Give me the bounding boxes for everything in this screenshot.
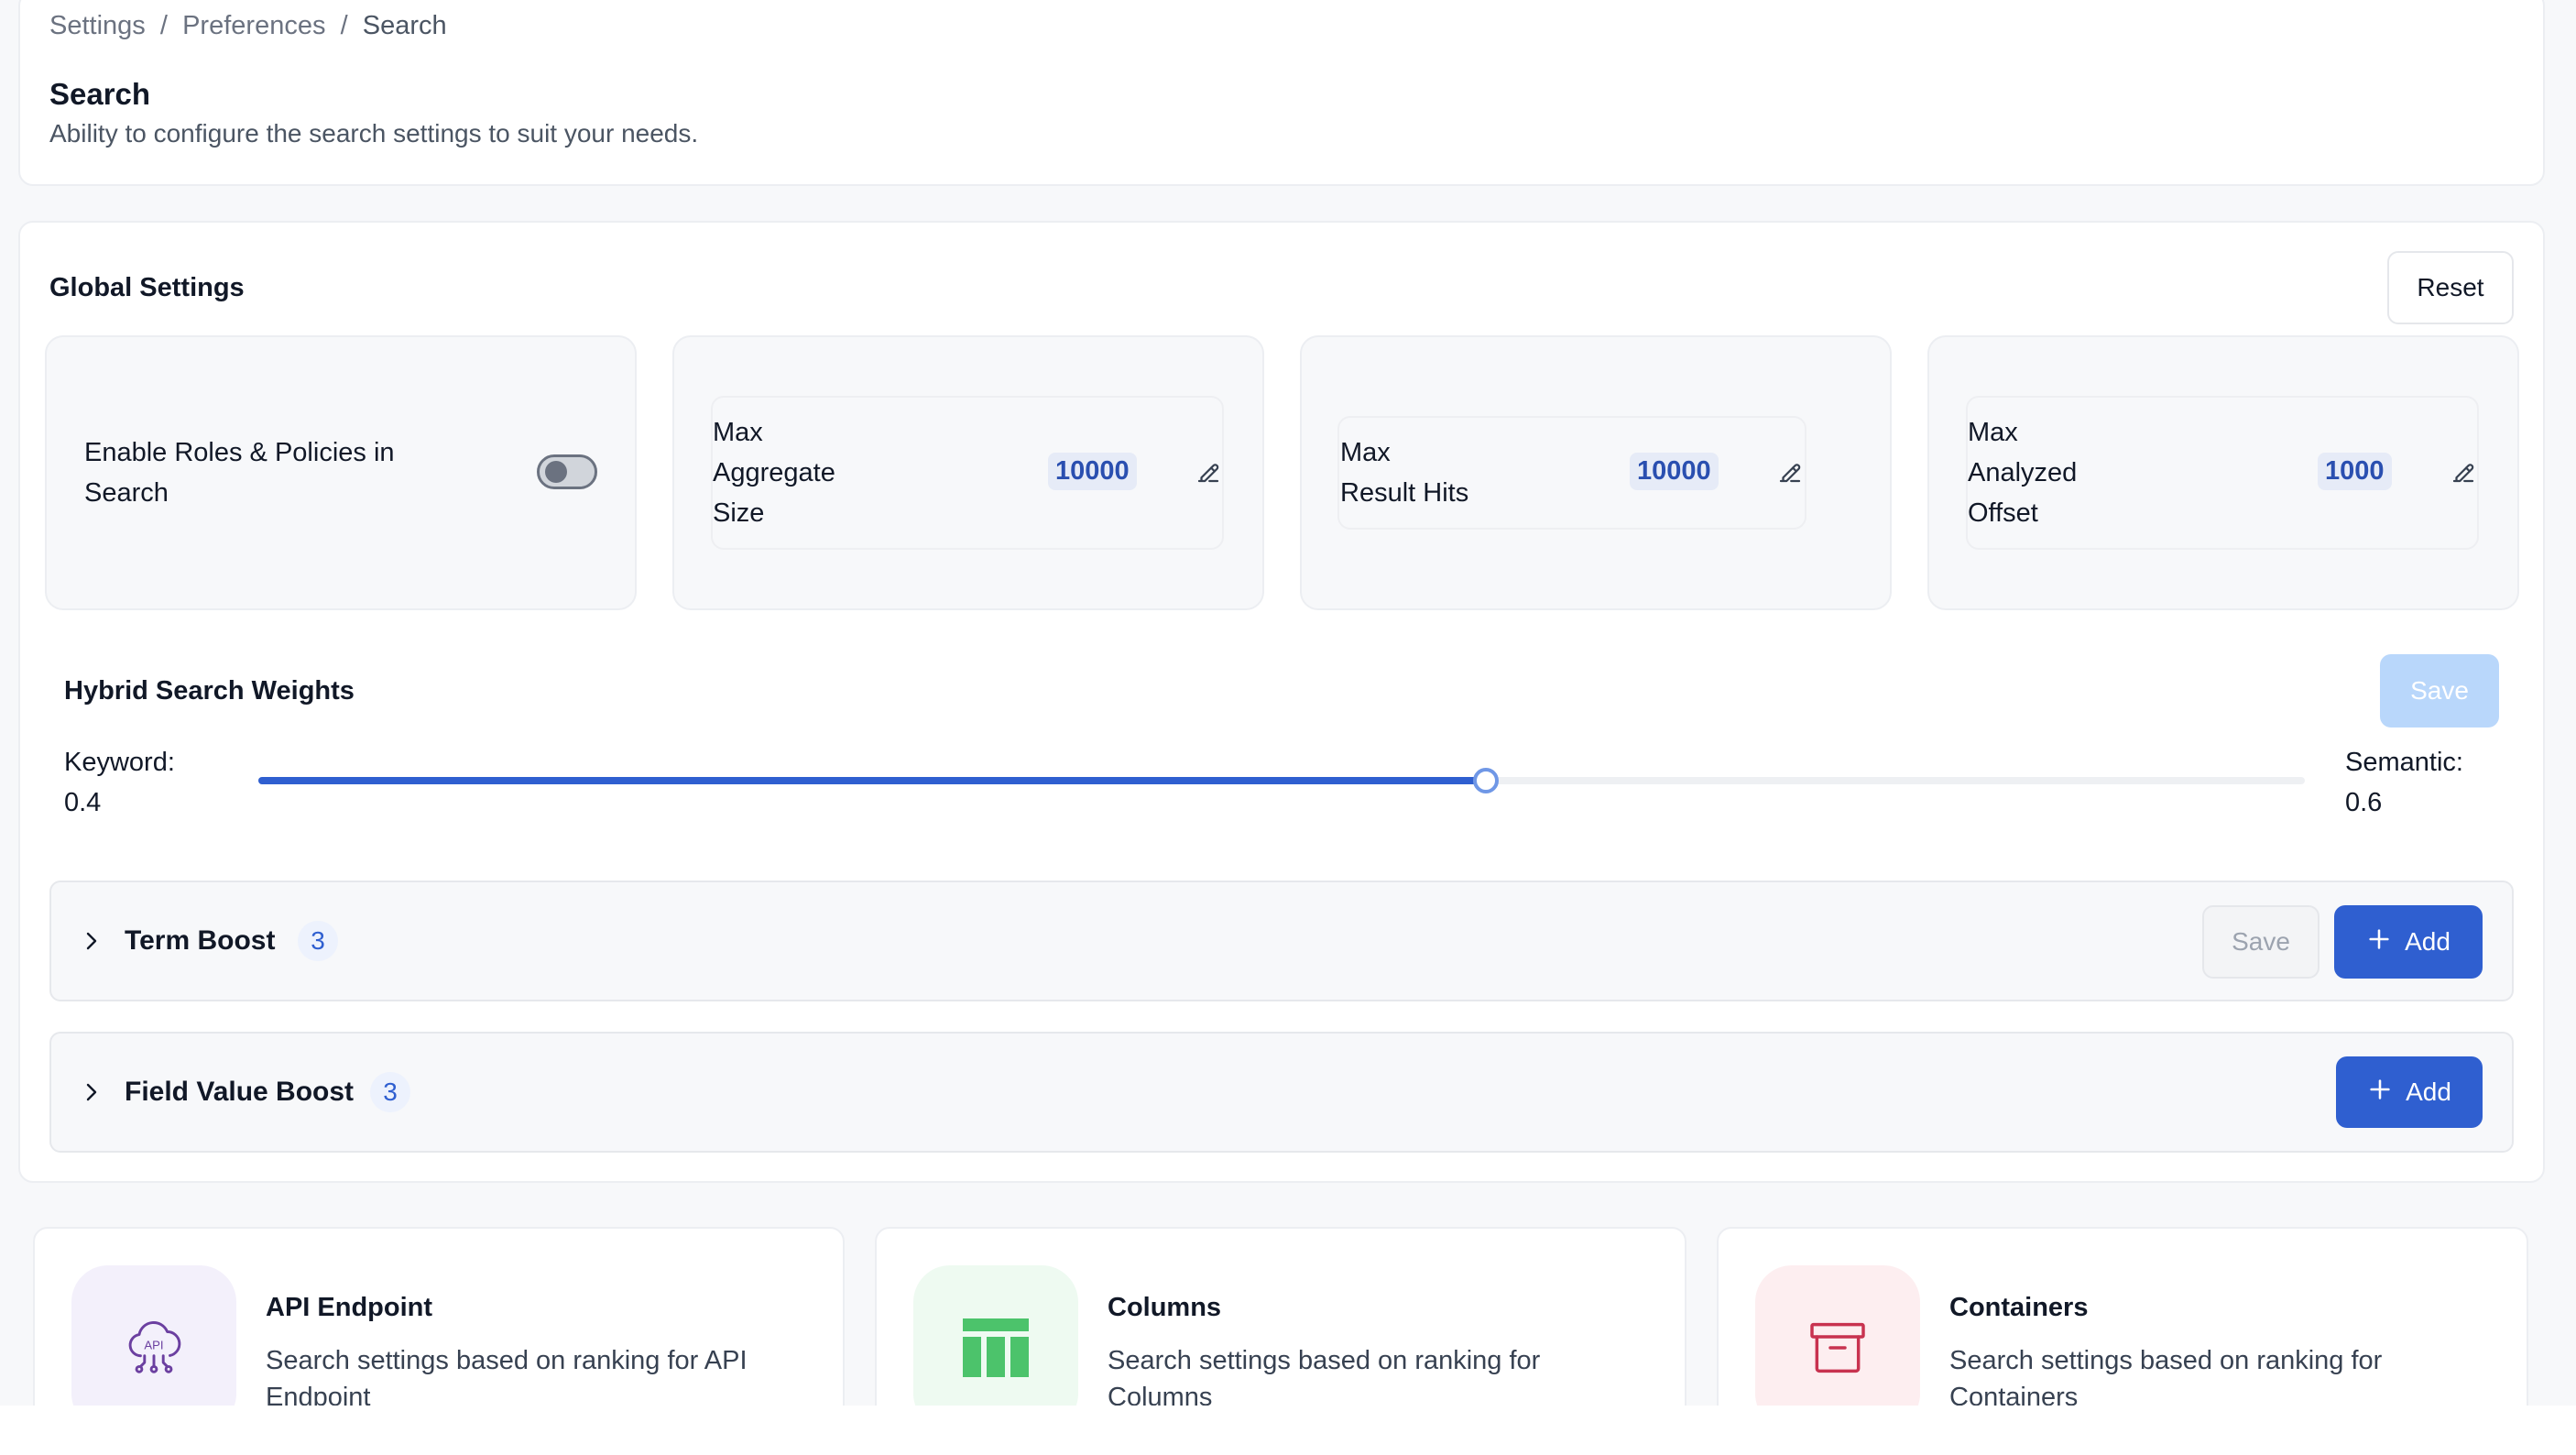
semantic-value: 0.6 <box>2345 788 2383 817</box>
plus-icon <box>2367 1077 2393 1109</box>
edit-pencil-icon[interactable] <box>2450 458 2477 486</box>
reset-button[interactable]: Reset <box>2387 251 2514 324</box>
container-box-icon <box>1755 1265 1920 1430</box>
max-analyzed-offset-value: 1000 <box>2318 453 2392 490</box>
api-cloud-icon: API <box>71 1265 236 1430</box>
breadcrumb-separator: / <box>145 11 183 40</box>
max-aggregate-size-box <box>711 396 1224 550</box>
chevron-right-icon[interactable] <box>81 1079 103 1110</box>
term-boost-save-button[interactable]: Save <box>2202 905 2319 979</box>
roles-policies-toggle[interactable] <box>537 454 597 489</box>
weight-slider-handle[interactable] <box>1473 768 1500 793</box>
max-analyzed-offset-box <box>1966 396 2479 550</box>
term-boost-title: Term Boost <box>125 925 276 956</box>
field-value-boost-add-button[interactable]: Add <box>2336 1056 2483 1128</box>
field-value-boost-title: Field Value Boost <box>125 1077 355 1107</box>
entity-title: API Endpoint <box>266 1293 433 1322</box>
term-boost-count-badge: 3 <box>298 921 338 961</box>
hybrid-weights-title: Hybrid Search Weights <box>64 676 355 706</box>
max-aggregate-size-value: 10000 <box>1048 453 1137 490</box>
toggle-knob <box>545 461 567 483</box>
keyword-value: 0.4 <box>64 788 102 817</box>
edit-pencil-icon[interactable] <box>1195 458 1222 486</box>
breadcrumb-search: Search <box>362 11 447 40</box>
plus-icon <box>2366 926 2392 958</box>
term-boost-add-button[interactable]: Add <box>2334 905 2483 979</box>
keyword-weight: Keyword: 0.4 <box>64 742 175 823</box>
entity-title: Columns <box>1108 1293 1222 1322</box>
svg-text:API: API <box>144 1338 163 1351</box>
semantic-label: Semantic: <box>2345 748 2463 777</box>
entity-description: Search settings based on ranking for API… <box>266 1346 748 1412</box>
chevron-right-icon[interactable] <box>81 928 103 958</box>
max-analyzed-offset-label: Max Analyzed Offset <box>1968 418 2078 528</box>
field-value-boost-accordion[interactable] <box>49 1032 2514 1153</box>
page-title: Search <box>49 77 151 111</box>
max-aggregate-size-label: Max Aggregate Size <box>713 418 835 528</box>
max-result-hits-label: Max Result Hits <box>1340 438 1469 508</box>
roles-policies-label: Enable Roles & Policies in Search <box>84 438 395 508</box>
columns-icon <box>913 1265 1078 1430</box>
breadcrumb-separator: / <box>325 11 363 40</box>
add-label: Add <box>2406 1078 2451 1106</box>
max-result-hits-value: 10000 <box>1630 453 1719 490</box>
entity-title: Containers <box>1949 1293 2089 1322</box>
entity-description: Search settings based on ranking for Con… <box>1949 1346 2383 1412</box>
max-result-hits-box <box>1337 416 1806 530</box>
entity-description: Search settings based on ranking for Col… <box>1108 1346 1541 1412</box>
keyword-label: Keyword: <box>64 748 175 777</box>
global-settings-title: Global Settings <box>49 273 245 302</box>
hybrid-weights-save-button[interactable]: Save <box>2380 654 2499 728</box>
term-boost-accordion[interactable] <box>49 881 2514 1001</box>
edit-pencil-icon[interactable] <box>1776 458 1804 486</box>
header-card <box>18 0 2545 186</box>
add-label: Add <box>2405 927 2450 956</box>
breadcrumb: Settings / Preferences / Search <box>49 11 447 41</box>
field-value-boost-count-badge: 3 <box>370 1072 410 1112</box>
breadcrumb-preferences[interactable]: Preferences <box>182 11 326 40</box>
weight-slider-fill <box>258 777 1487 784</box>
semantic-weight: Semantic: 0.6 <box>2345 742 2463 823</box>
viewport-bottom-edge <box>0 1406 2576 1455</box>
breadcrumb-settings[interactable]: Settings <box>49 11 146 40</box>
page-subtitle: Ability to configure the search settings… <box>49 119 699 148</box>
